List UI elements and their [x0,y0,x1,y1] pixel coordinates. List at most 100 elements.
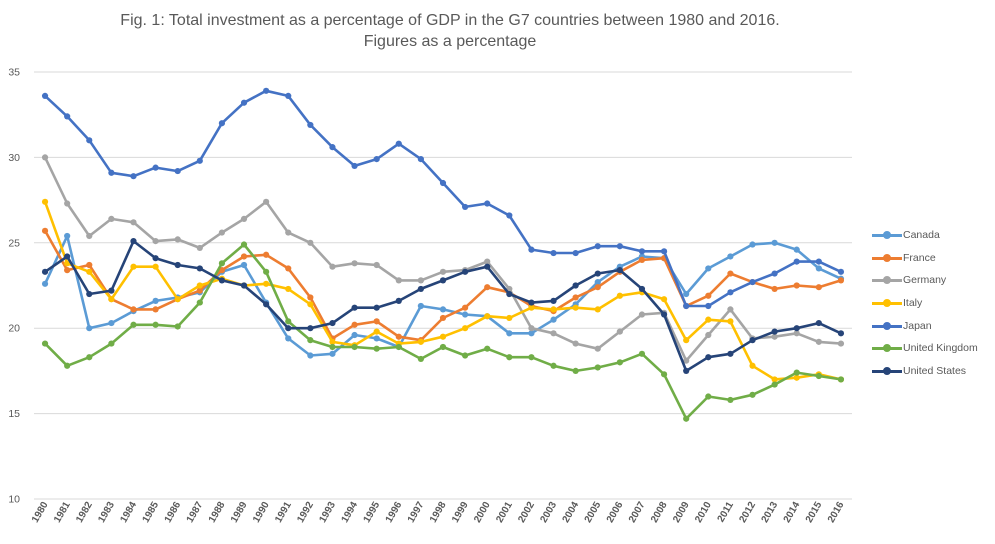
legend-label: France [903,251,936,264]
data-point-france [638,256,646,263]
data-point-france [572,294,579,301]
data-point-united-states [307,325,314,332]
data-point-united-kingdom [727,396,734,404]
data-point-italy [727,318,734,325]
data-point-united-kingdom [218,260,226,267]
legend-label: Japan [903,319,932,332]
data-point-united-kingdom [528,354,535,361]
data-point-germany [196,244,203,252]
data-point-germany [837,340,845,347]
data-point-united-states [263,301,270,308]
data-point-japan [130,173,137,180]
data-point-italy [417,338,424,345]
data-point-germany [240,215,248,222]
data-point-united-kingdom [351,343,358,351]
data-point-japan [417,156,424,163]
data-point-japan [174,167,181,175]
x-tick-label: 1994 [340,500,361,525]
data-point-canada [417,302,424,310]
data-point-italy [174,296,181,303]
x-tick-label: 1984 [118,500,139,525]
series-line-germany [43,156,841,363]
data-point-japan [439,179,447,187]
data-point-france [351,321,358,328]
legend-swatch [872,253,902,263]
legend-label: Italy [903,297,923,310]
x-tick-label: 2000 [472,500,493,525]
data-point-japan [594,243,601,250]
data-point-united-kingdom [41,340,49,347]
series-line-italy [43,201,842,381]
data-point-united-kingdom [484,345,491,352]
data-point-united-states [130,237,137,245]
data-point-italy [439,333,447,340]
data-point-united-states [329,319,336,327]
data-point-united-kingdom [373,345,380,352]
data-point-italy [263,280,270,287]
data-point-france [196,287,203,294]
data-point-germany [771,333,778,340]
data-point-canada [594,278,601,286]
data-point-japan [395,140,402,147]
x-tick-label: 1988 [207,500,228,525]
data-point-japan [815,258,822,265]
data-point-italy [130,263,137,270]
data-point-canada [108,319,115,327]
data-point-japan [683,302,690,310]
data-point-germany [528,325,535,332]
data-point-united-states [771,328,778,335]
data-point-france [263,251,270,258]
data-point-germany [174,236,181,243]
data-point-france [837,277,845,284]
legend-swatch [872,366,902,376]
data-point-italy [41,198,49,205]
data-point-japan [152,164,159,171]
legend-item-germany: Germany [872,269,978,292]
legend-swatch [872,321,902,331]
data-point-united-states [64,253,71,260]
x-tick-label: 1995 [362,500,383,525]
data-point-italy [771,376,778,383]
x-tick-label: 2016 [826,500,847,525]
data-point-italy [462,325,469,332]
data-point-france [705,292,712,299]
data-point-united-states [174,261,181,269]
data-point-japan [727,289,734,296]
data-point-japan [41,92,49,100]
data-point-france [152,306,159,313]
data-point-france [86,261,93,269]
legend-item-japan: Japan [872,314,978,337]
data-point-united-kingdom [240,241,248,248]
data-point-germany [683,357,690,364]
x-tick-label: 2009 [671,500,692,525]
data-point-germany [705,331,712,339]
data-point-united-kingdom [837,376,845,383]
data-point-united-states [395,297,402,304]
data-point-united-kingdom [329,343,336,351]
gridlines [34,71,852,500]
legend-swatch [872,343,902,353]
series-united-kingdom [41,241,845,422]
data-point-canada [64,232,71,240]
data-point-japan [705,302,712,310]
data-point-japan [837,268,845,275]
data-point-france [793,282,800,289]
data-point-italy [152,263,159,270]
data-point-united-states [749,337,756,344]
data-point-italy [793,374,800,381]
data-point-united-kingdom [174,323,181,330]
data-point-japan [749,278,756,286]
data-point-italy [484,313,491,320]
data-point-united-kingdom [152,321,159,328]
data-point-italy [307,301,314,308]
data-point-germany [439,268,447,275]
data-point-canada [285,335,292,342]
x-tick-label: 1982 [74,500,95,525]
data-point-japan [285,92,292,100]
series-japan [41,87,845,310]
legend-label: United States [903,364,967,377]
data-point-france [373,318,380,325]
data-point-italy [660,296,668,303]
data-point-canada [307,352,314,359]
data-point-japan [506,212,513,219]
